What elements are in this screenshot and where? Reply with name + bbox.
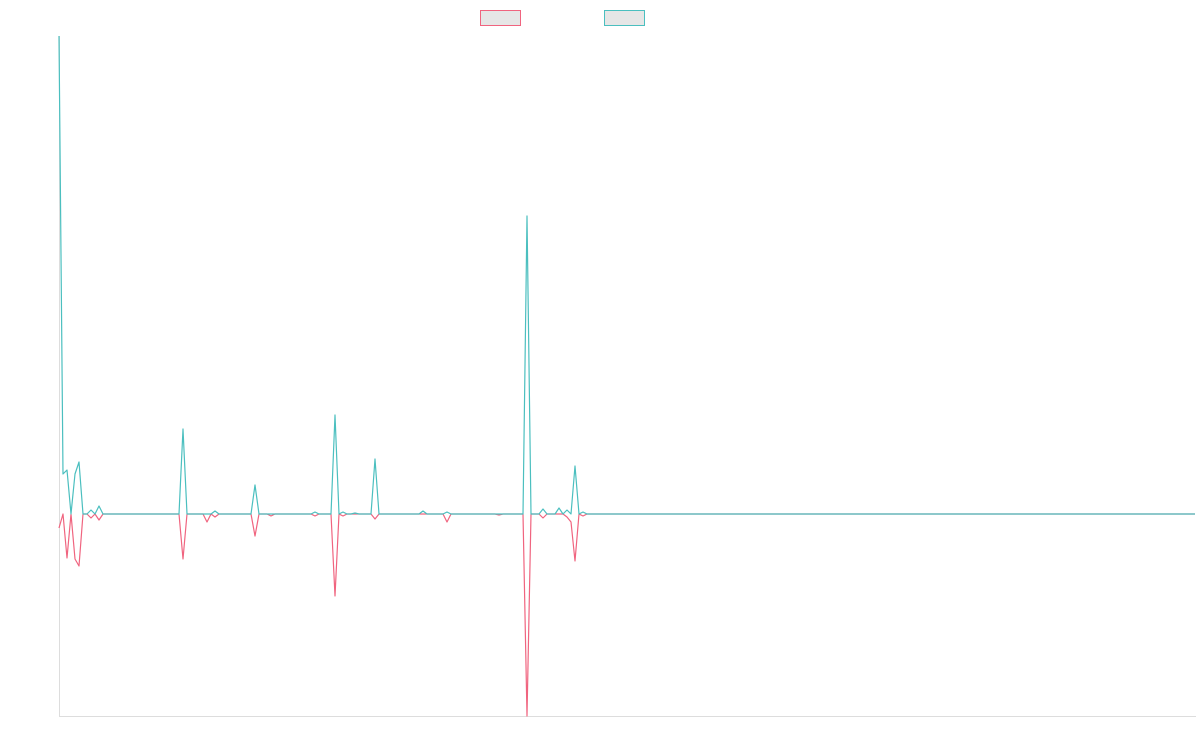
legend-swatch[interactable] — [604, 10, 645, 26]
series-line — [58, 513, 1195, 717]
legend-swatch[interactable] — [480, 10, 521, 26]
series-line — [58, 35, 1195, 515]
